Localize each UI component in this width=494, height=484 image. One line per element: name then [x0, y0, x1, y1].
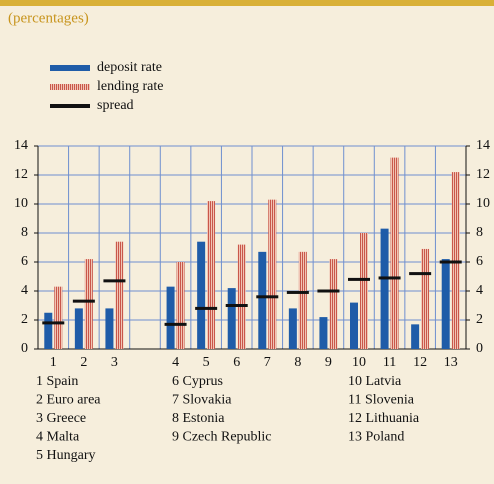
spread-mark [72, 299, 95, 303]
deposit-bar [166, 286, 175, 349]
lending-bar [207, 201, 216, 349]
x-tick-label: 7 [264, 355, 271, 370]
key-item: 4 Malta [36, 430, 80, 445]
spread-mark [378, 276, 401, 280]
key-item: 8 Estonia [172, 411, 225, 426]
lending-bar [84, 259, 93, 349]
y-tick-label: 0 [21, 341, 28, 356]
y2-tick-label: 10 [476, 196, 490, 211]
deposit-bar [105, 308, 114, 349]
y-tick-label: 10 [14, 196, 28, 211]
spread-mark [42, 321, 65, 325]
spread-mark [256, 295, 279, 299]
spread-mark [103, 279, 126, 283]
lending-bar [268, 199, 277, 349]
key-item: 9 Czech Republic [172, 430, 272, 445]
legend-label: spread [97, 98, 134, 113]
spread-mark [225, 304, 248, 307]
x-tick-label: 5 [203, 355, 210, 370]
deposit-bar [319, 317, 328, 349]
deposit-bar [288, 308, 297, 349]
lending-bar [237, 244, 246, 349]
x-tick-label: 2 [80, 355, 87, 370]
lending-bar [176, 262, 185, 349]
y-tick-label: 4 [21, 283, 28, 298]
key-item: 6 Cyprus [172, 374, 223, 389]
x-tick-label: 13 [444, 355, 458, 370]
legend-swatch [50, 65, 90, 71]
lending-bar [298, 251, 307, 349]
key-item: 11 Slovenia [348, 393, 415, 408]
key-item: 10 Latvia [348, 374, 402, 389]
deposit-bar [74, 308, 83, 349]
y-tick-label: 2 [21, 312, 28, 327]
key-item: 12 Lithuania [348, 411, 420, 426]
x-tick-label: 4 [172, 355, 179, 370]
x-tick-label: 12 [413, 355, 427, 370]
spread-mark [164, 322, 187, 326]
y-tick-label: 8 [21, 225, 28, 240]
y2-tick-label: 0 [476, 341, 483, 356]
deposit-bar [441, 259, 450, 349]
y-tick-label: 12 [14, 167, 28, 182]
deposit-bar [197, 241, 206, 349]
spread-mark [409, 272, 432, 276]
lending-bar [54, 286, 63, 349]
legend-label: lending rate [97, 79, 163, 94]
x-tick-label: 1 [50, 355, 57, 370]
lending-bar [360, 233, 368, 349]
y2-tick-label: 4 [476, 283, 483, 298]
x-tick-label: 6 [233, 355, 240, 370]
x-tick-label: 9 [325, 355, 332, 370]
y2-tick-label: 2 [476, 312, 483, 327]
key-item: 5 Hungary [36, 448, 96, 463]
spread-mark [439, 260, 462, 264]
spread-mark [317, 289, 340, 293]
deposit-bar [350, 302, 358, 349]
deposit-bar [44, 312, 53, 349]
lending-bar [421, 248, 430, 349]
key-item: 3 Greece [36, 411, 86, 426]
y2-tick-label: 8 [476, 225, 483, 240]
key-item: 2 Euro area [36, 393, 101, 408]
legend-swatch [50, 84, 90, 90]
key-item: 1 Spain [36, 374, 78, 389]
deposit-bar [411, 324, 420, 349]
lending-bar [390, 157, 399, 349]
y2-tick-label: 12 [476, 167, 490, 182]
x-tick-label: 8 [294, 355, 301, 370]
y-tick-label: 14 [14, 138, 28, 153]
y-tick-label: 6 [21, 254, 28, 269]
x-tick-label: 11 [383, 355, 396, 370]
top-band [0, 0, 494, 6]
lending-bar [329, 259, 338, 349]
spread-mark [348, 277, 370, 281]
lending-bar [115, 241, 124, 349]
y2-tick-label: 6 [476, 254, 483, 269]
spread-mark [195, 306, 218, 310]
deposit-bar [227, 288, 236, 349]
deposit-bar [258, 251, 267, 349]
deposit-bar [380, 228, 389, 349]
x-tick-label: 10 [352, 355, 366, 370]
legend-label: deposit rate [97, 60, 162, 75]
spread-mark [286, 290, 309, 294]
key-item: 13 Poland [348, 430, 404, 445]
legend-swatch [50, 104, 90, 108]
x-tick-label: 3 [111, 355, 118, 370]
y2-tick-label: 14 [476, 138, 490, 153]
key-item: 7 Slovakia [172, 393, 232, 408]
subtitle: (percentages) [8, 10, 89, 26]
